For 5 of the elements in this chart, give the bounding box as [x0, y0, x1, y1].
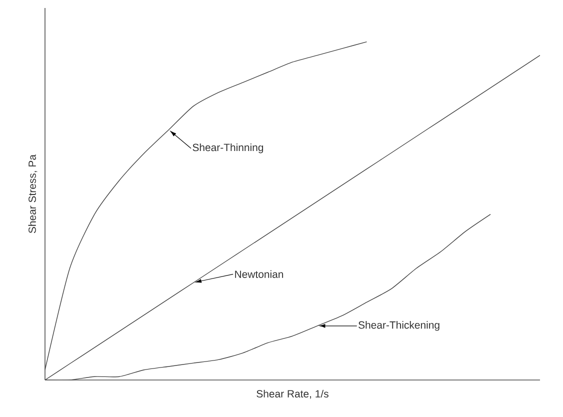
y-axis-title: Shear Stress, Pa	[28, 154, 38, 234]
annotation: Newtonian	[235, 270, 284, 278]
annotation: Shear-Thinning	[192, 143, 264, 154]
x-axis-title: Shear Rate, 1/s	[256, 390, 328, 399]
annotation: Shear-Thickening	[358, 321, 440, 331]
